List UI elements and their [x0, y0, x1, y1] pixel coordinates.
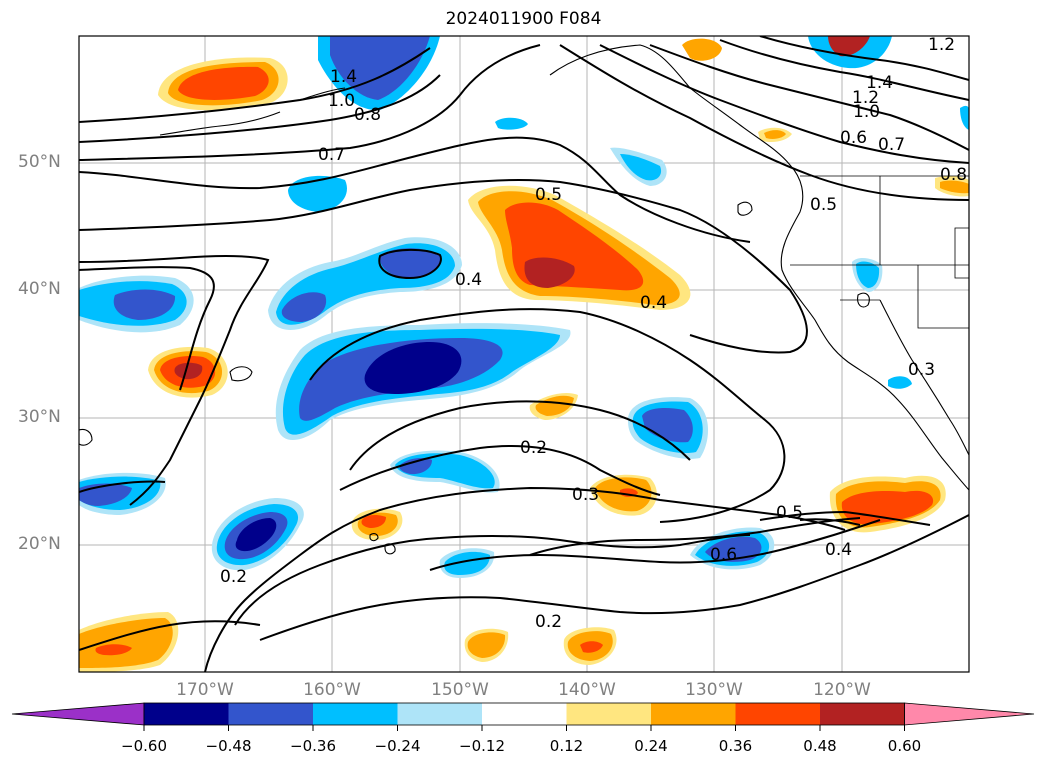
contour-label: 0.5 — [535, 185, 562, 205]
contour-label: 1.2 — [852, 88, 879, 108]
contour-label: 0.2 — [535, 612, 562, 632]
contour-lines — [79, 36, 969, 672]
colorbar-swatch — [228, 703, 313, 725]
colorbar-tick-label: 0.48 — [803, 737, 837, 755]
colorbar-extend-high — [904, 702, 1035, 726]
map-title: 2024011900 F084 — [445, 9, 602, 29]
contour-label: 0.8 — [354, 105, 381, 125]
contour-label: 1.0 — [328, 91, 355, 111]
filled-anomalies — [79, 36, 969, 672]
colorbar-tick-label: −0.36 — [290, 737, 336, 755]
colorbar-swatch — [144, 703, 229, 725]
lon-label-160w: 160°W — [303, 680, 361, 700]
lat-label-40n: 40°N — [18, 279, 61, 299]
lon-label-170w: 170°W — [176, 680, 234, 700]
colorbar-extend-low — [11, 702, 145, 726]
colorbar-swatch — [397, 703, 482, 725]
colorbar — [11, 702, 1035, 731]
contour-label: 0.2 — [520, 438, 547, 458]
lat-label-50n: 50°N — [18, 152, 61, 172]
colorbar-tick-label: 0.24 — [634, 737, 668, 755]
contour-label: 0.7 — [878, 135, 905, 155]
colorbar-tick-label: −0.60 — [121, 737, 167, 755]
contour-label: 0.7 — [318, 145, 345, 165]
contour-label: 0.4 — [455, 270, 482, 290]
colorbar-swatch — [313, 703, 398, 725]
colorbar-tick-label: 0.12 — [549, 737, 584, 755]
colorbar-swatch — [482, 703, 567, 725]
lat-label-30n: 30°N — [18, 407, 61, 427]
lat-label-20n: 20°N — [18, 534, 61, 554]
colorbar-tick-label: −0.24 — [374, 737, 421, 755]
colorbar-swatch — [651, 703, 736, 725]
contour-label: 0.8 — [940, 165, 967, 185]
state-borders — [790, 175, 969, 329]
colorbar-tick-label: 0.60 — [887, 737, 922, 755]
contour-label: 0.4 — [825, 540, 852, 560]
colorbar-swatch — [735, 703, 820, 725]
contour-label: 0.6 — [710, 545, 737, 565]
lon-label-130w: 130°W — [685, 680, 743, 700]
lon-label-120w: 120°W — [813, 680, 871, 700]
colorbar-tick-label: −0.12 — [459, 737, 505, 755]
colorbar-swatch — [566, 703, 651, 725]
lon-label-150w: 150°W — [431, 680, 489, 700]
contour-label: 0.3 — [572, 485, 599, 505]
map-frame — [78, 35, 970, 673]
contour-label-group: 1.0 0.8 0.7 1.4 1.2 1.0 0.6 0.7 0.8 0.5 … — [220, 35, 967, 632]
contour-label: 0.4 — [640, 293, 667, 313]
colorbar-tick-label: −0.48 — [205, 737, 252, 755]
contour-label: 0.3 — [908, 360, 935, 380]
colorbar-swatch — [820, 703, 905, 725]
contour-label: 0.5 — [810, 195, 837, 215]
contour-label: 1.2 — [928, 35, 955, 55]
contour-label: 1.4 — [330, 67, 357, 87]
lon-label-140w: 140°W — [558, 680, 616, 700]
contour-label: 0.5 — [776, 503, 803, 523]
colorbar-tick-label: 0.36 — [718, 737, 753, 755]
contour-label: 0.6 — [840, 128, 867, 148]
contour-label: 0.2 — [220, 567, 247, 587]
contour-label: 1.0 — [853, 102, 880, 122]
contour-label: 1.4 — [866, 73, 893, 93]
